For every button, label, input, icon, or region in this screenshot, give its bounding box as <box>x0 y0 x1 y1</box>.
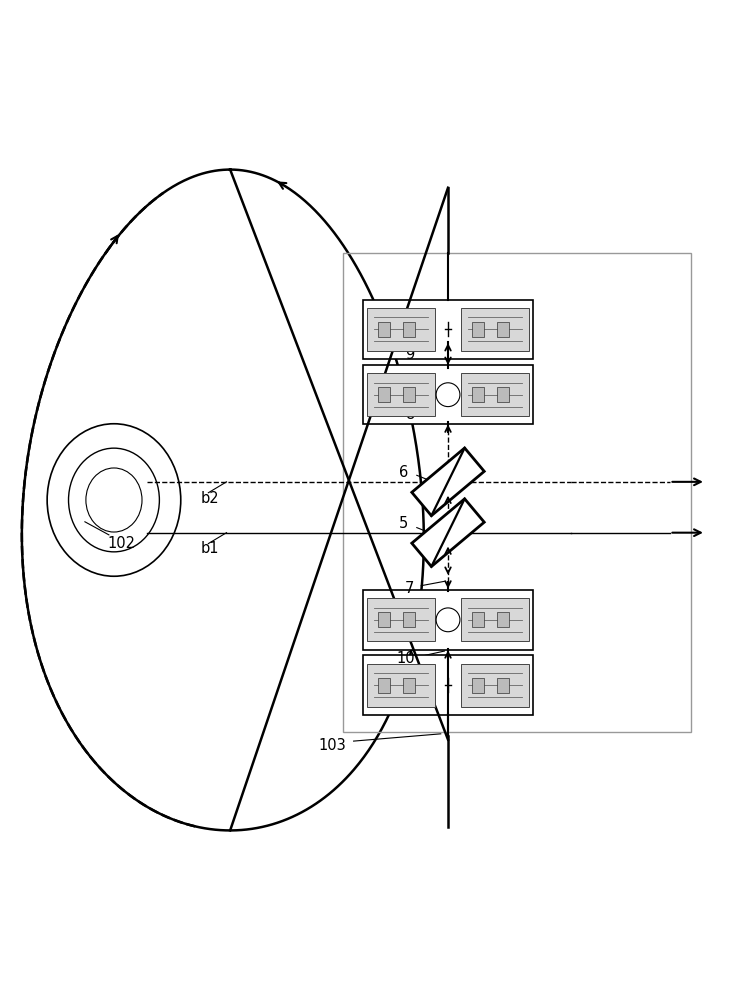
Bar <box>403 322 416 337</box>
Bar <box>367 664 435 707</box>
Text: 5: 5 <box>399 516 408 531</box>
Text: 10: 10 <box>397 651 416 666</box>
Text: 9: 9 <box>405 347 414 362</box>
Text: 22: 22 <box>371 334 390 349</box>
Text: 7: 7 <box>405 581 414 596</box>
Bar <box>497 678 510 693</box>
Text: 32: 32 <box>371 400 390 415</box>
Text: b2: b2 <box>201 491 219 506</box>
Text: 21: 21 <box>371 690 390 705</box>
Bar <box>472 678 484 693</box>
Bar <box>497 612 510 627</box>
Bar <box>378 678 390 693</box>
Bar <box>367 373 435 416</box>
Bar <box>461 598 529 641</box>
Bar <box>378 387 390 402</box>
Text: 102: 102 <box>107 536 135 551</box>
Bar <box>363 365 534 424</box>
Polygon shape <box>412 448 484 516</box>
Bar <box>363 590 534 650</box>
Bar <box>403 387 416 402</box>
Bar <box>472 322 484 337</box>
Bar <box>497 387 510 402</box>
Text: b1: b1 <box>201 541 219 556</box>
Bar <box>378 612 390 627</box>
Bar <box>461 373 529 416</box>
Bar <box>343 253 691 732</box>
Bar <box>363 300 534 359</box>
Bar <box>497 322 510 337</box>
Text: 31: 31 <box>372 625 390 640</box>
Bar <box>472 387 484 402</box>
Bar <box>461 664 529 707</box>
Text: 6: 6 <box>399 465 408 480</box>
Bar <box>367 308 435 351</box>
Bar <box>363 655 534 715</box>
Circle shape <box>436 383 460 407</box>
Text: 103: 103 <box>318 738 346 753</box>
Bar <box>461 308 529 351</box>
Bar <box>378 322 390 337</box>
Text: 8: 8 <box>406 407 416 422</box>
Bar <box>403 678 416 693</box>
Polygon shape <box>412 499 484 567</box>
Bar <box>403 612 416 627</box>
Bar <box>472 612 484 627</box>
Circle shape <box>436 608 460 632</box>
Bar <box>367 598 435 641</box>
